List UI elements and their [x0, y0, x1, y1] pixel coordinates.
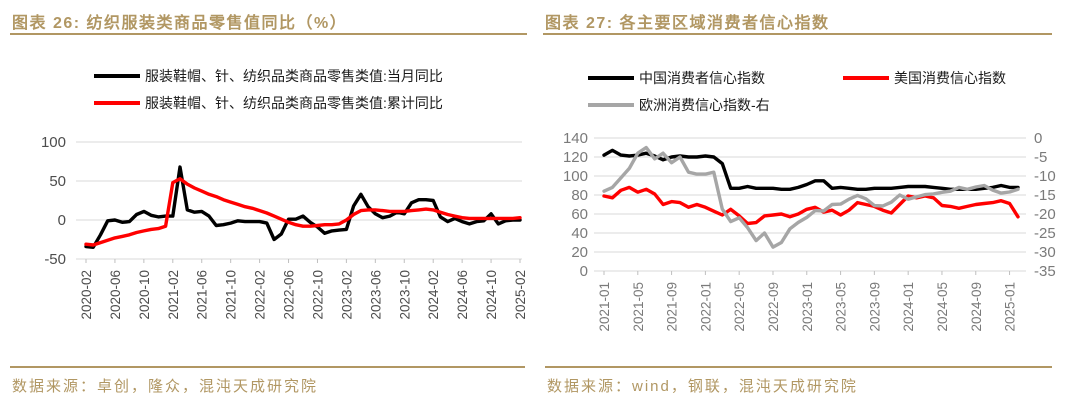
- x-axis-tick-label: 2021-05: [631, 282, 646, 332]
- figure-27-footer-rule: [545, 366, 1052, 368]
- black-line-swatch: [588, 76, 634, 80]
- legend-item-cumulative-yoy: 服装鞋帽、针、纺织品类商品零售类值:累计同比: [94, 93, 443, 113]
- x-axis-tick-label: 2021-06: [195, 270, 210, 320]
- y-axis-tick-label: 100: [41, 134, 66, 151]
- x-axis-tick-label: 2020-02: [79, 270, 94, 320]
- x-axis-tick-label: 2020-10: [137, 270, 152, 320]
- x-axis-tick-label: 2024-09: [969, 282, 984, 332]
- figure-26-data-source: 数据来源：卓创，隆众，混沌天成研究院: [12, 378, 319, 395]
- figure-27-legend: 中国消费者信心指数 美国消费信心指数 欧洲消费信心指数-右: [588, 68, 1080, 115]
- legend-label: 服装鞋帽、针、纺织品类商品零售类值:累计同比: [145, 95, 443, 111]
- x-axis-tick-label: 2023-09: [867, 282, 882, 332]
- y-axis-tick-label: 20: [571, 244, 588, 261]
- secondary-y-axis-tick-label: -5: [1034, 149, 1047, 166]
- series-0-line: [84, 165, 522, 250]
- red-line-swatch: [94, 101, 141, 105]
- x-axis-tick-label: 2023-06: [368, 270, 383, 320]
- x-axis-tick-label: 2022-02: [253, 270, 268, 320]
- secondary-y-axis-tick-label: -25: [1034, 225, 1056, 242]
- black-line-swatch: [94, 74, 141, 78]
- secondary-y-axis-tick-label: -10: [1034, 168, 1056, 185]
- x-axis-tick-label: 2024-01: [901, 282, 916, 332]
- x-axis-tick-label: 2021-02: [166, 270, 181, 320]
- x-axis-tick-label: 2024-06: [455, 270, 470, 320]
- y-axis-tick-label: 60: [571, 206, 588, 223]
- x-axis-tick-label: 2021-10: [224, 270, 239, 320]
- series-0-line: [602, 148, 1020, 192]
- figure-27-title: 图表 27: 各主要区域消费者信心指数: [545, 15, 830, 32]
- legend-label: 中国消费者信心指数: [639, 70, 765, 86]
- x-axis-tick-label: 2025-01: [1003, 282, 1018, 332]
- x-axis-tick-label: 2023-01: [800, 282, 815, 332]
- x-axis-tick-label: 2020-06: [108, 270, 123, 320]
- figure-27-title-rule: [543, 33, 1052, 35]
- line-chart-textile-retail-yoy: 100 50 0 -50 2020-02 2020-06 2020-10 2021-02 202…: [41, 134, 528, 320]
- secondary-y-axis-tick-label: 0: [1034, 130, 1042, 147]
- red-line-swatch: [843, 76, 889, 80]
- y-axis-tick-label: -50: [44, 251, 66, 268]
- figure-26-footer-rule: [10, 366, 525, 368]
- secondary-y-axis-tick-label: -15: [1034, 187, 1056, 204]
- legend-label: 服装鞋帽、针、纺织品类商品零售类值:当月同比: [145, 68, 443, 84]
- y-axis-tick-label: 100: [563, 168, 588, 185]
- gray-line-swatch: [588, 103, 634, 107]
- x-axis-tick-label: 2021-09: [665, 282, 680, 332]
- legend-item-us-cci: 美国消费信心指数: [843, 68, 1080, 88]
- legend-label: 美国消费信心指数: [894, 70, 1006, 86]
- legend-label: 欧洲消费信心指数-右: [639, 97, 770, 113]
- legend-item-china-cci: 中国消费者信心指数: [588, 68, 843, 88]
- figure-27-data-source: 数据来源：wind，钢联，混沌天成研究院: [547, 378, 858, 395]
- x-axis-tick-label: 2024-02: [426, 270, 441, 320]
- figure-26-legend: 服装鞋帽、针、纺织品类商品零售类值:当月同比 服装鞋帽、针、纺织品类商品零售类值…: [10, 66, 527, 113]
- x-axis-tick-label: 2023-05: [834, 282, 849, 332]
- series-1-line: [84, 177, 522, 247]
- series-1-line: [602, 185, 1020, 226]
- x-axis-tick-label: 2025-02: [513, 270, 528, 320]
- figure-26-title: 图表 26: 纺织服装类商品零售值同比（%）: [12, 15, 348, 32]
- x-axis-tick-label: 2022-01: [698, 282, 713, 332]
- y-axis-tick-label: 80: [571, 187, 588, 204]
- x-axis-tick-label: 2022-05: [732, 282, 747, 332]
- legend-item-europe-cci: 欧洲消费信心指数-右: [588, 95, 843, 115]
- x-axis-tick-label: 2022-06: [282, 270, 297, 320]
- x-axis-tick-label: 2022-09: [766, 282, 781, 332]
- secondary-y-axis-tick-label: -35: [1034, 263, 1056, 280]
- x-axis-tick-label: 2022-10: [310, 270, 325, 320]
- y-axis-tick-label: 0: [58, 212, 66, 229]
- x-axis-tick-label: 2021-01: [597, 282, 612, 332]
- y-axis-tick-label: 40: [571, 225, 588, 242]
- y-axis-tick-label: 140: [563, 130, 588, 147]
- x-axis-tick-label: 2024-10: [484, 270, 499, 320]
- secondary-y-axis-tick-label: -20: [1034, 206, 1056, 223]
- y-axis-tick-label: 50: [49, 173, 66, 190]
- legend-item-monthly-yoy: 服装鞋帽、针、纺织品类商品零售类值:当月同比: [94, 66, 443, 86]
- x-axis-tick-label: 2024-05: [935, 282, 950, 332]
- line-chart-consumer-confidence: 140 120 100 80 60 40 20 0 0 -5 -10 -15 -20 -25 -30 -35 2…: [563, 130, 1056, 332]
- secondary-y-axis-tick-label: -30: [1034, 244, 1056, 261]
- x-axis-tick-label: 2023-02: [339, 270, 354, 320]
- y-axis-tick-label: 0: [580, 263, 588, 280]
- series-2-line: [602, 145, 1020, 249]
- y-axis-tick-label: 120: [563, 149, 588, 166]
- figure-26-title-rule: [10, 33, 527, 35]
- x-axis-tick-label: 2023-10: [397, 270, 412, 320]
